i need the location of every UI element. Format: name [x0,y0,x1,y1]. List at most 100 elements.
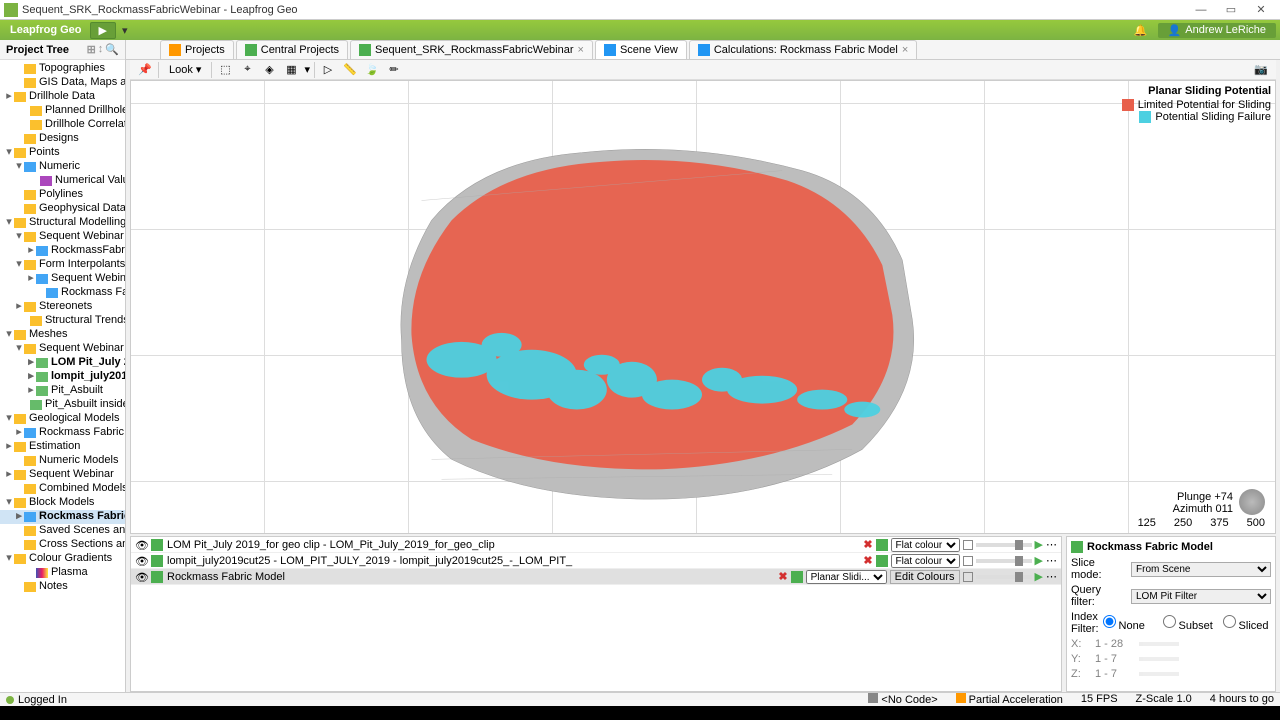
checkbox[interactable] [963,540,973,550]
tree-node[interactable]: ▾Sequent Webinar [0,342,125,356]
edit-colours-button[interactable]: Edit Colours [890,570,960,584]
tree-node[interactable]: Notes [0,580,125,594]
tool-dd[interactable]: ▾ [304,63,310,76]
close-icon[interactable]: × [902,44,908,56]
scene-row[interactable]: 👁 Rockmass Fabric Model ✖ Planar Slidi..… [131,569,1061,585]
measure-icon[interactable]: 📏 [341,61,359,79]
tree-node[interactable]: ▸Sequent Webinar Da [0,272,125,286]
tree-node[interactable]: ▾Structural Modelling [0,216,125,230]
run-button[interactable]: ▶ [90,22,116,39]
project-tree[interactable]: TopographiesGIS Data, Maps and Photos▸Dr… [0,60,125,596]
tree-node[interactable]: ▸Pit_Asbuilt [0,384,125,398]
tree-node[interactable]: Combined Models [0,482,125,496]
more-icon[interactable]: ⋯ [1046,570,1057,583]
style-select[interactable]: Flat colour [891,538,960,552]
scene-row[interactable]: 👁 LOM Pit_July 2019_for geo clip - LOM_P… [131,537,1061,553]
checkbox[interactable] [963,572,973,582]
look-dropdown[interactable]: Look ▾ [163,63,207,76]
scene-object-list[interactable]: 👁 LOM Pit_July 2019_for geo clip - LOM_P… [130,536,1062,692]
pin-icon[interactable]: 📌 [136,61,154,79]
visibility-icon[interactable]: 👁 [135,571,147,583]
tree-node[interactable]: Drillhole Correlation [0,118,125,132]
user-button[interactable]: 👤Andrew LeRiche [1158,23,1276,38]
radio-subset[interactable]: Subset [1163,614,1219,632]
axis-slider[interactable] [1139,642,1179,646]
tree-node[interactable]: ▸lompit_july2019cut2 [0,370,125,384]
camera-icon[interactable]: 📷 [1252,61,1270,79]
play-icon[interactable]: ▶ [1035,538,1043,551]
tool-1-icon[interactable]: ⬚ [216,61,234,79]
tree-node[interactable]: ▸Drillhole Data [0,90,125,104]
tool-3-icon[interactable]: ◈ [260,61,278,79]
palette-icon[interactable] [876,555,888,567]
tree-node[interactable]: ▸RockmassFabric_Cor [0,244,125,258]
play-icon[interactable]: ▶ [1035,554,1043,567]
tree-node[interactable]: ▾Sequent Webinar Data [0,230,125,244]
tab-central[interactable]: Central Projects [236,40,348,59]
remove-icon[interactable]: ✖ [863,554,872,567]
axis-slider[interactable] [1139,672,1179,676]
tree-node[interactable]: Designs [0,132,125,146]
tree-node[interactable]: ▸LOM Pit_July 2019_f [0,356,125,370]
palette-icon[interactable] [791,571,803,583]
close-button[interactable]: ✕ [1246,1,1276,19]
radio-none[interactable]: None [1103,614,1159,632]
tree-node[interactable]: ▾Geological Models [0,412,125,426]
slice-mode-select[interactable]: From Scene [1131,562,1271,577]
run-dropdown[interactable]: ▾ [118,24,132,37]
tree-tool-1-icon[interactable]: ⊞ [87,43,96,56]
style-select[interactable]: Flat colour [891,554,960,568]
play-icon[interactable]: ▶ [1035,570,1043,583]
opacity-slider[interactable] [976,575,1032,579]
style-select[interactable]: Planar Slidi... [806,570,887,584]
tree-node[interactable]: ▾Colour Gradients [0,552,125,566]
tree-node[interactable]: ▾Block Models [0,496,125,510]
tab-scene-view[interactable]: Scene View [595,40,687,59]
tree-node[interactable]: Rockmass Fabric [0,286,125,300]
tool-2-icon[interactable]: ⌖ [238,61,256,79]
tab-webinar[interactable]: Sequent_SRK_RockmassFabricWebinar× [350,40,593,59]
opacity-slider[interactable] [976,559,1032,563]
draw-icon[interactable]: ✏ [385,61,403,79]
tree-node[interactable]: ▾Numeric [0,160,125,174]
tree-node[interactable]: Pit_Asbuilt inside Bound [0,398,125,412]
tree-node[interactable]: Structural Trends [0,314,125,328]
opacity-slider[interactable] [976,543,1032,547]
tree-node[interactable]: ▸Estimation [0,440,125,454]
tree-tool-2-icon[interactable]: ↕ [98,43,104,56]
close-icon[interactable]: × [578,44,584,56]
tree-node[interactable]: ▾Form Interpolants [0,258,125,272]
compass-icon[interactable] [1239,489,1265,515]
remove-icon[interactable]: ✖ [863,538,872,551]
tree-node[interactable]: Topographies [0,62,125,76]
query-filter-select[interactable]: LOM Pit Filter [1131,589,1271,604]
tree-node[interactable]: ▸Rockmass Fabric Bound [0,426,125,440]
tree-node[interactable]: GIS Data, Maps and Photos [0,76,125,90]
tree-node[interactable]: Saved Scenes and Movies [0,524,125,538]
tree-node[interactable]: Cross Sections and Contou [0,538,125,552]
more-icon[interactable]: ⋯ [1046,554,1057,567]
tree-node[interactable]: ▸Sequent Webinar [0,468,125,482]
index-filter-radios[interactable]: None Subset Sliced [1103,614,1279,632]
plane-icon[interactable]: 🍃 [363,61,381,79]
axis-slider[interactable] [1139,657,1179,661]
tree-search-icon[interactable]: 🔍 [105,43,119,56]
select-icon[interactable]: ▷ [319,61,337,79]
minimize-button[interactable]: — [1186,1,1216,19]
scene-row[interactable]: 👁 lompit_july2019cut25 - LOM_PIT_JULY_20… [131,553,1061,569]
tool-4-icon[interactable]: ▦ [282,61,300,79]
tree-node[interactable]: Numeric Models [0,454,125,468]
tree-node[interactable]: Numerical Value [0,174,125,188]
tab-calculations[interactable]: Calculations: Rockmass Fabric Model× [689,40,917,59]
visibility-icon[interactable]: 👁 [135,539,147,551]
notifications-icon[interactable]: 🔔 [1126,24,1156,37]
remove-icon[interactable]: ✖ [778,570,787,583]
more-icon[interactable]: ⋯ [1046,538,1057,551]
tab-projects[interactable]: Projects [160,40,234,59]
tree-node[interactable]: ▾Points [0,146,125,160]
tree-node[interactable]: Polylines [0,188,125,202]
tree-node[interactable]: Geophysical Data [0,202,125,216]
3d-viewport[interactable]: Planar Sliding Potential Limited Potenti… [130,80,1276,534]
visibility-icon[interactable]: 👁 [135,555,147,567]
tree-node[interactable]: Planned Drillholes [0,104,125,118]
